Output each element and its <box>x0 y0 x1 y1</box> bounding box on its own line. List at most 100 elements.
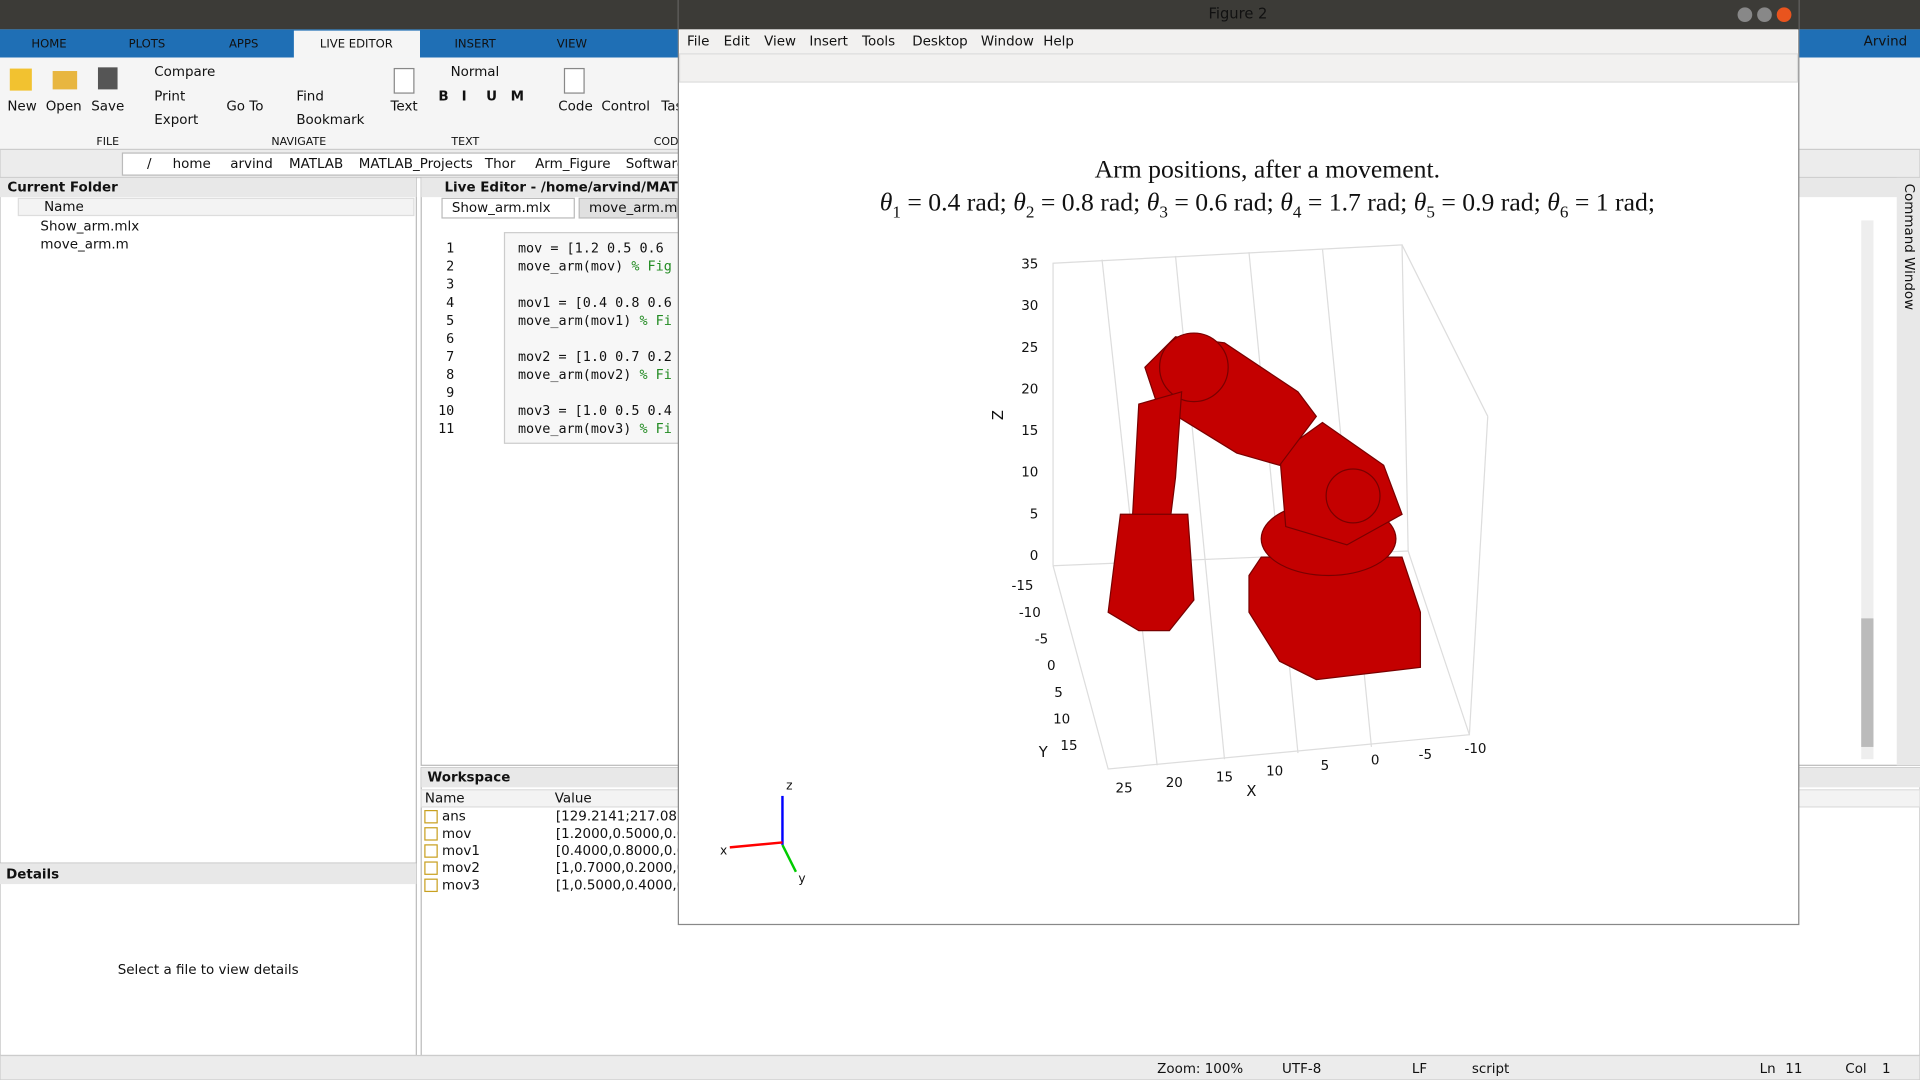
ribbon-tab[interactable]: VIEW <box>557 37 588 51</box>
menu-item[interactable]: Tools <box>861 35 895 50</box>
angle-value: = 1.7 rad; <box>1301 187 1413 216</box>
toolbar-button[interactable]: Control <box>601 100 650 115</box>
toolbar-button[interactable]: Compare <box>154 65 215 80</box>
text-icon[interactable] <box>393 67 415 94</box>
breadcrumb[interactable]: Arm_Figure <box>535 157 610 172</box>
toolbar-button[interactable]: Print <box>154 90 185 105</box>
toolbar-button[interactable]: Code <box>558 100 592 115</box>
active-tab <box>293 30 420 58</box>
status-item: LF <box>1412 1062 1427 1077</box>
triad-x <box>729 841 783 849</box>
variable-value: [129.2141;217.083 <box>556 810 686 825</box>
user-menu[interactable]: Arvind <box>1864 35 1908 50</box>
toolbar-button[interactable]: Normal <box>451 65 500 80</box>
wall-edge <box>1468 416 1489 735</box>
toolbar-button[interactable]: New <box>7 100 36 115</box>
toolbar-button[interactable]: Tas <box>660 100 682 115</box>
open-icon[interactable] <box>52 71 78 90</box>
breadcrumb[interactable]: MATLAB <box>289 157 343 172</box>
side-tab[interactable] <box>1896 177 1920 766</box>
section-label: COD <box>654 135 679 148</box>
grid-line <box>1248 252 1299 754</box>
new-icon[interactable] <box>9 68 32 91</box>
breadcrumb[interactable]: / <box>147 157 152 172</box>
status-item: Zoom: 100% <box>1157 1062 1243 1077</box>
menu-item[interactable]: Help <box>1043 35 1074 50</box>
line-number: 1 <box>446 242 454 257</box>
toolbar-button[interactable]: Go To <box>226 100 263 115</box>
section-label: TEXT <box>450 135 479 148</box>
status-item: 1 <box>1882 1062 1891 1077</box>
ribbon-tab[interactable]: INSERT <box>455 37 497 51</box>
menu-item[interactable]: View <box>764 35 796 50</box>
code-text: move_arm(mov1) <box>518 314 640 329</box>
file-item[interactable]: move_arm.m <box>40 237 128 252</box>
ribbon-tab[interactable]: LIVE EDITOR <box>320 37 393 51</box>
menu-item[interactable]: Edit <box>724 35 750 50</box>
angle-value: = 0.4 rad; <box>901 187 1013 216</box>
toolbar-button[interactable]: U <box>486 90 497 105</box>
toolbar-button[interactable]: Find <box>296 90 324 105</box>
editor-tab[interactable] <box>441 197 575 219</box>
toolbar-button[interactable]: Export <box>154 113 198 128</box>
variable-name[interactable]: mov3 <box>442 878 480 893</box>
angle-index: 6 <box>1560 203 1569 222</box>
code-line: mov = [1.2 0.5 0.6 <box>518 242 664 257</box>
toolbar-button[interactable]: I <box>462 90 467 105</box>
panel-title: Current Folder <box>7 180 118 195</box>
angle-value: = 1 rad; <box>1568 187 1655 216</box>
breadcrumb[interactable]: home <box>173 157 211 172</box>
variable-icon <box>424 844 438 858</box>
menu-item[interactable]: Window <box>981 35 1034 50</box>
close-button[interactable] <box>1776 7 1792 23</box>
details-panel <box>0 862 417 1057</box>
line-number: 6 <box>446 332 454 347</box>
breadcrumb[interactable]: Software <box>626 157 685 172</box>
x-axis-label: X <box>1246 783 1256 800</box>
code-text: mov1 = [0.4 0.8 0.6 <box>518 296 672 311</box>
angle-index: 2 <box>1026 203 1035 222</box>
z-tick-label: 25 <box>1021 341 1038 356</box>
code-line: move_arm(mov3) % Fi <box>518 422 672 437</box>
panel-header <box>0 177 417 198</box>
file-item[interactable]: Show_arm.mlx <box>40 220 139 235</box>
menu-item[interactable]: Insert <box>809 35 848 50</box>
minimize-button[interactable] <box>1737 7 1753 23</box>
breadcrumb[interactable]: arvind <box>230 157 273 172</box>
menu-item[interactable]: File <box>687 35 710 50</box>
menu-item[interactable]: Desktop <box>912 35 967 50</box>
toolbar-button[interactable]: Text <box>389 100 417 115</box>
y-tick-label: 5 <box>1054 686 1063 701</box>
variable-name[interactable]: mov1 <box>442 844 480 859</box>
variable-name[interactable]: ans <box>442 810 466 825</box>
toolbar-button[interactable]: M <box>511 90 524 105</box>
ribbon-tab[interactable]: PLOTS <box>129 37 166 51</box>
robot-arm <box>1107 332 1422 681</box>
editor-tab-label[interactable]: Show_arm.mlx <box>452 201 551 216</box>
variable-name[interactable]: mov2 <box>442 861 480 876</box>
breadcrumb[interactable]: MATLAB_Projects <box>359 157 473 172</box>
code-line: mov3 = [1.0 0.5 0.4 <box>518 404 672 419</box>
angle-symbol: θ <box>1280 187 1293 216</box>
toolbar-button[interactable]: Open <box>46 100 82 115</box>
side-tab-label[interactable]: Command Window <box>1901 184 1916 310</box>
variable-name[interactable]: mov <box>442 827 471 842</box>
maximize-button[interactable] <box>1757 7 1772 23</box>
wall-edge <box>1401 244 1489 417</box>
ribbon-tab[interactable]: APPS <box>229 37 258 51</box>
figure-toolbar <box>678 53 1799 83</box>
toolbar-button[interactable]: Bookmark <box>296 113 364 128</box>
x-tick-label: 0 <box>1371 753 1380 768</box>
code-icon[interactable] <box>563 67 585 94</box>
save-icon[interactable] <box>97 67 118 90</box>
breadcrumb[interactable]: Thor <box>484 157 516 172</box>
panel-header <box>0 863 417 885</box>
ribbon-tab[interactable]: HOME <box>31 37 66 51</box>
toolbar-button[interactable]: Save <box>91 100 124 115</box>
editor-tab[interactable] <box>578 197 678 219</box>
toolbar-button[interactable]: B <box>438 90 448 105</box>
code-line: mov2 = [1.0 0.7 0.2 <box>518 350 672 365</box>
code-text: mov2 = [1.0 0.7 0.2 <box>518 350 672 365</box>
editor-tab-label[interactable]: move_arm.m <box>589 201 677 216</box>
